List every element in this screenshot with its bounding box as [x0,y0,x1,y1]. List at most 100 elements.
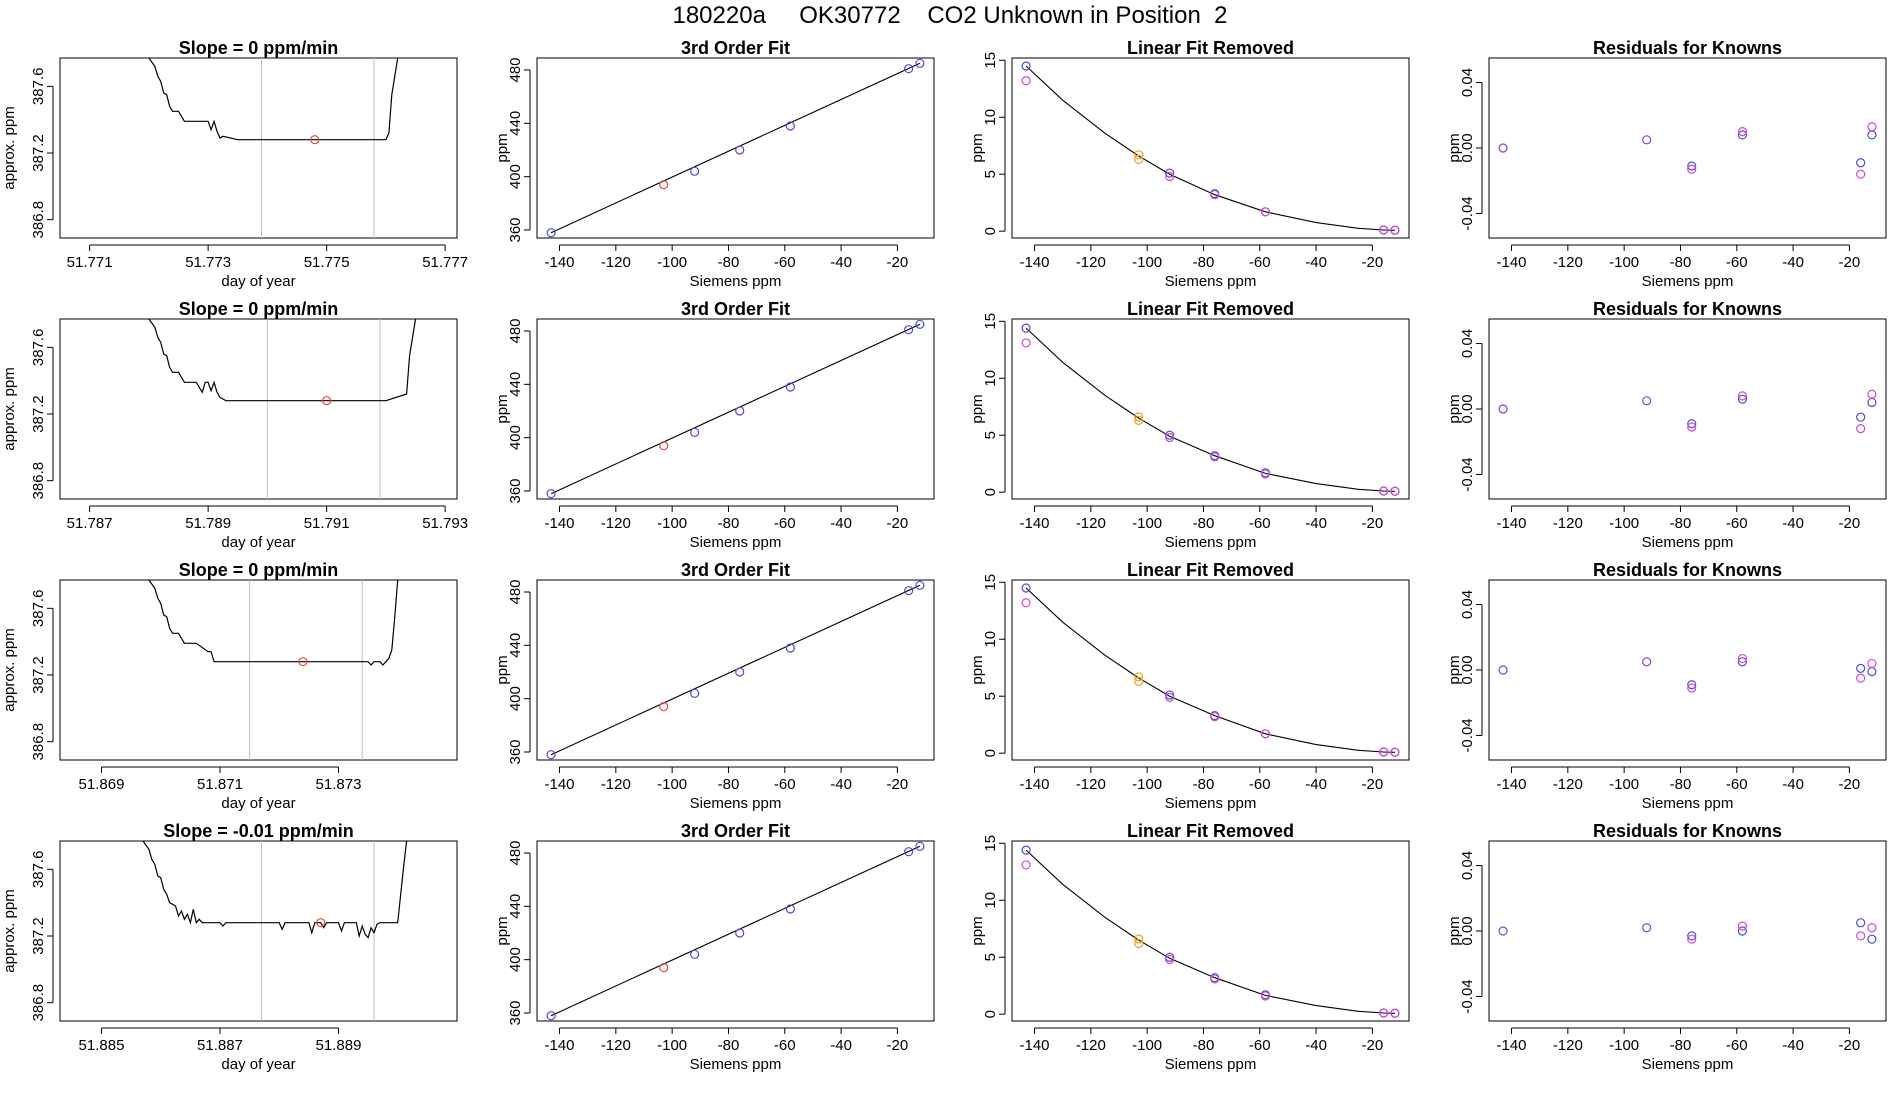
y-tick-label: 400 [507,164,524,189]
data-point [1379,225,1389,235]
y-tick-label: 0 [982,227,999,235]
y-tick-label: 0 [982,749,999,757]
plot-data-area [1021,323,1400,496]
data-point [1737,127,1748,137]
x-tick-label: -80 [718,254,740,271]
y-tick-label: 387.2 [30,134,47,172]
panel-row4-timeseries: Slope = -0.01 ppm/min 51.885 51.887 51.889 d… [1,821,458,1073]
y-tick-label: 15 [982,52,999,69]
data-point [546,750,556,760]
panel-row1-resid: Residuals for Knowns -140 -120 -100 -80 -60 -4… [1446,38,1887,290]
data-point [1134,415,1144,425]
plot-title: Linear Fit Removed [1127,821,1294,841]
y-axis-label: ppm [494,133,511,162]
data-point [1165,954,1175,965]
plot-title: Residuals for Knowns [1593,821,1782,841]
plot-title: Residuals for Knowns [1593,299,1782,319]
x-tick-label: -80 [1193,515,1215,532]
y-tick-label: 387.6 [30,851,47,889]
x-tick-label: -80 [718,776,740,793]
x-tick-label: 51.887 [197,1037,243,1054]
y-tick-label: 360 [507,1000,524,1025]
data-point [1134,412,1144,422]
y-axis-label: ppm [969,916,986,945]
x-tick-label: -80 [1193,776,1215,793]
data-point [316,918,326,928]
x-axis-label: day of year [221,534,295,551]
panel-row1-fit: 3rd Order Fit -140 -120 -100 -80 -60 -40 -20 Sie… [494,38,935,290]
plot-title: 3rd Order Fit [681,821,790,841]
x-tick-label: -40 [830,254,852,271]
y-tick-label: -0.04 [1459,718,1476,752]
y-tick-label: 440 [507,111,524,136]
y-tick-label: 5 [982,692,999,700]
data-point [1856,918,1866,928]
y-axis-label: ppm [969,133,986,162]
fit-curve [1025,849,1395,1014]
x-tick-label: -60 [1726,515,1748,532]
x-axis-label: Siemens ppm [1642,534,1734,551]
plot-frame [536,57,935,239]
y-tick-label: 0.00 [1459,133,1476,162]
y-axis-label: ppm [1446,133,1463,162]
data-point [1134,672,1144,682]
series-line [148,580,399,666]
y-tick-label: 387.6 [30,68,47,106]
data-point [1856,412,1866,422]
x-tick-label: -60 [774,515,796,532]
plot-frame [536,579,935,761]
data-point [915,580,925,590]
y-tick-label: 387.6 [30,590,47,628]
data-point [690,688,700,698]
x-tick-label: -20 [887,1037,909,1054]
x-tick-label: -100 [1132,776,1162,793]
x-axis-label: Siemens ppm [1165,273,1257,290]
panel-row3-linfit: Linear Fit Removed -140 -120 -100 -80 -60 -40 -… [969,560,1410,812]
x-tick-label: 51.789 [185,515,231,532]
x-tick-label: 51.793 [422,515,468,532]
data-point [1867,667,1877,677]
y-tick-label: 360 [507,739,524,764]
plot-data-area [148,58,399,238]
plot-title: Slope = 0 ppm/min [179,38,339,58]
data-point [1687,164,1697,174]
plot-title: Slope = 0 ppm/min [179,299,339,319]
data-point [1021,76,1031,86]
x-tick-label: -60 [1249,776,1271,793]
data-point [1165,692,1175,702]
data-point [1737,657,1748,667]
x-tick-label: -80 [1193,1037,1215,1054]
data-point [1687,161,1697,171]
x-tick-label: -60 [1726,1037,1748,1054]
data-point [1021,338,1031,348]
x-tick-label: -120 [1076,776,1106,793]
y-tick-label: 360 [507,217,524,242]
y-axis-label: approx. ppm [1,367,18,450]
x-tick-label: 51.869 [79,776,125,793]
data-point [915,319,925,329]
x-tick-label: 51.787 [67,515,113,532]
x-tick-label: 51.771 [67,254,113,271]
data-point [1021,323,1031,333]
x-tick-label: -60 [1249,254,1271,271]
data-point [1687,683,1697,693]
y-axis-label: ppm [969,394,986,423]
data-point [1642,657,1652,667]
panel-row2-resid: Residuals for Knowns -140 -120 -100 -80 -60 -4… [1446,299,1887,551]
data-point [1737,130,1748,140]
x-tick-label: -60 [774,1037,796,1054]
y-axis-label: ppm [494,655,511,684]
plot-title: Residuals for Knowns [1593,38,1782,58]
x-tick-label: -100 [1609,1037,1639,1054]
x-tick-label: -20 [1362,515,1384,532]
data-point [785,121,796,131]
x-tick-label: -80 [718,515,740,532]
data-point [1165,168,1175,178]
x-tick-label: -60 [1249,1037,1271,1054]
x-tick-label: -140 [545,254,575,271]
panel-row2-fit: 3rd Order Fit -140 -120 -100 -80 -60 -40 -20 Sie… [494,299,935,551]
data-point [1165,430,1175,440]
x-tick-label: 51.773 [185,254,231,271]
panel-row2-linfit: Linear Fit Removed -140 -120 -100 -80 -60 -40 -… [969,299,1410,551]
x-tick-label: -80 [1670,1037,1692,1054]
